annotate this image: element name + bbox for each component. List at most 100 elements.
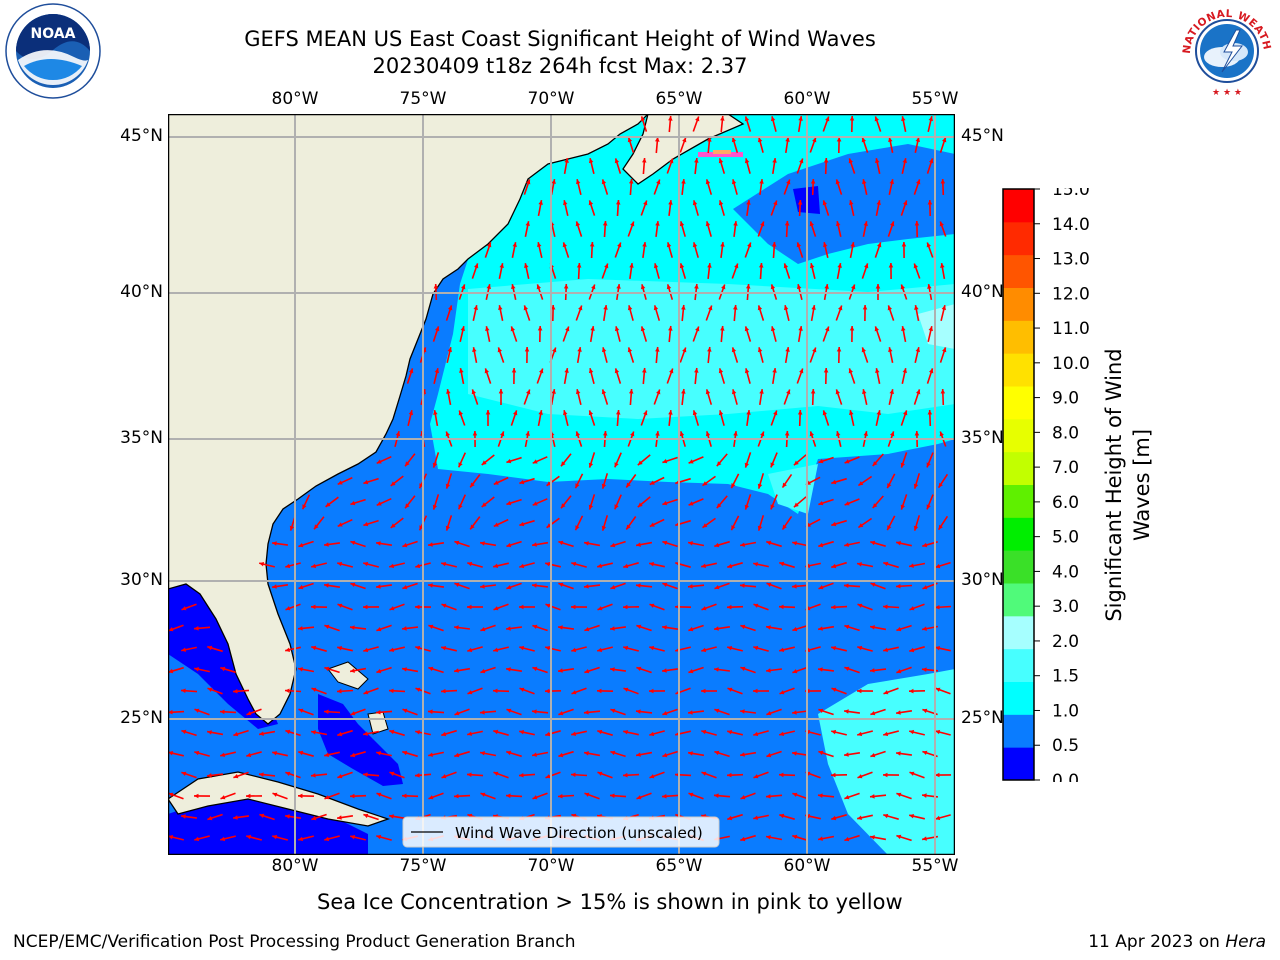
wave-direction-arrowhead [584, 627, 590, 632]
colorbar-segment [1003, 418, 1034, 453]
wave-direction-arrowhead [844, 583, 849, 588]
wave-direction-arrowhead [740, 752, 745, 757]
wave-direction-arrowhead [623, 687, 629, 692]
wave-direction-arrowhead [870, 540, 876, 546]
wave-direction-arrowhead [524, 263, 529, 268]
wave-direction-arrowhead [668, 410, 673, 415]
wave-direction-arrowhead [525, 431, 530, 436]
wave-direction-arrowhead [376, 710, 381, 715]
wave-direction-arrowhead [506, 793, 511, 799]
colorbar-segment [1003, 451, 1034, 485]
wave-direction-arrowhead [753, 688, 758, 694]
wave-direction-arrowhead [363, 772, 368, 777]
wave-direction-arrowhead [630, 221, 635, 227]
wave-direction-arrowhead [324, 836, 330, 842]
wave-direction-arrowhead [289, 525, 295, 531]
colorbar-tick-label: 3.0 [1052, 597, 1079, 617]
wave-direction-arrowhead [539, 368, 544, 374]
wave-direction-arrowhead [285, 647, 290, 652]
wave-direction-arrowhead [220, 709, 225, 715]
wave-direction-arrowhead [939, 221, 944, 227]
wave-direction-arrowhead [733, 221, 738, 226]
lon-tick-label-top: 70°W [527, 89, 575, 109]
wave-direction-arrowhead [759, 389, 764, 394]
wave-direction-arrowhead [168, 751, 174, 756]
wave-direction-arrowhead [760, 221, 765, 227]
wave-direction-arrowhead [636, 542, 641, 547]
colorbar-tick-label: 11.0 [1052, 319, 1090, 339]
colorbar-segment [1003, 583, 1034, 617]
wave-direction-arrowhead [831, 687, 837, 692]
wave-direction-arrowhead [883, 604, 888, 610]
wave-direction-arrowhead [500, 431, 505, 437]
wave-direction-arrowhead [571, 647, 577, 653]
wave-direction-arrowhead [799, 158, 804, 164]
wave-direction-arrowhead [744, 158, 750, 164]
lon-tick-label-bottom: 55°W [911, 856, 959, 876]
wave-direction-arrowhead [350, 711, 356, 716]
wave-direction-arrowhead [655, 221, 660, 226]
map-panel: Wind Wave Direction (unscaled) [168, 114, 955, 855]
wave-direction-arrowhead [376, 501, 382, 506]
wave-direction-arrowhead [874, 116, 879, 122]
wave-direction-arrowhead [493, 522, 499, 527]
wave-direction-arrowhead [181, 771, 187, 776]
wave-direction-arrowhead [653, 263, 659, 269]
wave-direction-arrowhead [760, 431, 765, 437]
wave-direction-arrowhead [818, 501, 824, 506]
wave-direction-arrowhead [285, 688, 290, 693]
wave-direction-arrowhead [493, 606, 499, 611]
wave-direction-arrowhead [623, 563, 629, 569]
wave-direction-arrowhead [861, 137, 866, 143]
wave-direction-arrowhead [194, 708, 200, 713]
wave-direction-arrowhead [480, 792, 486, 797]
wave-direction-arrowhead [481, 502, 487, 507]
wave-direction-arrowhead [837, 263, 842, 268]
wave-direction-arrowhead [753, 562, 758, 567]
wave-direction-arrowhead [681, 179, 686, 184]
wave-direction-arrowhead [889, 389, 894, 394]
wave-direction-arrowhead [467, 690, 473, 695]
wave-direction-arrowhead [532, 795, 538, 800]
wave-direction-arrowhead [692, 242, 698, 248]
wave-direction-arrowhead [538, 410, 543, 415]
wave-direction-arrowhead [888, 263, 894, 268]
wave-direction-arrowhead [772, 368, 777, 373]
wave-direction-arrowhead [337, 731, 343, 737]
wave-direction-arrowhead [473, 305, 478, 310]
wave-direction-arrowhead [630, 431, 635, 437]
wave-direction-arrowhead [757, 305, 763, 311]
wave-direction-arrowhead [571, 731, 576, 736]
wave-direction-arrowhead [909, 729, 915, 735]
wave-direction-arrowhead [561, 461, 566, 467]
wave-direction-arrowhead [298, 543, 304, 548]
wave-direction-arrowhead [337, 774, 343, 779]
wave-direction-arrowhead [786, 179, 791, 185]
wave-direction-arrowhead [903, 410, 908, 416]
wave-direction-arrowhead [487, 242, 492, 248]
wave-direction-arrowhead [576, 179, 581, 185]
wave-direction-arrowhead [844, 459, 850, 464]
wave-direction-arrowhead [692, 410, 698, 416]
lat-tick-label-left: 35°N [120, 428, 163, 448]
colorbar-tick-label: 0.5 [1052, 736, 1079, 756]
wave-direction-arrowhead [272, 751, 277, 756]
wave-direction-arrowhead [474, 263, 479, 269]
wave-direction-arrowhead [662, 540, 668, 546]
wave-direction-arrowhead [458, 462, 463, 468]
wave-direction-arrowhead [545, 731, 551, 737]
wave-direction-arrowhead [849, 200, 854, 205]
wave-direction-arrowhead [194, 667, 199, 672]
wave-direction-arrowhead [857, 645, 863, 651]
wave-direction-arrowhead [668, 200, 673, 205]
wave-direction-arrowhead [537, 326, 543, 331]
wave-direction-arrowhead [770, 284, 776, 290]
wave-direction-arrowhead [298, 750, 304, 756]
wave-direction-arrowhead [376, 627, 382, 632]
wave-direction-arrowhead [870, 625, 875, 630]
sea-ice-note: Sea Ice Concentration > 15% is shown in … [317, 890, 903, 914]
wave-direction-arrowhead [298, 836, 304, 842]
wave-direction-arrowhead [705, 221, 711, 227]
wave-direction-arrowhead [926, 242, 931, 248]
wave-direction-arrowhead [862, 305, 868, 310]
